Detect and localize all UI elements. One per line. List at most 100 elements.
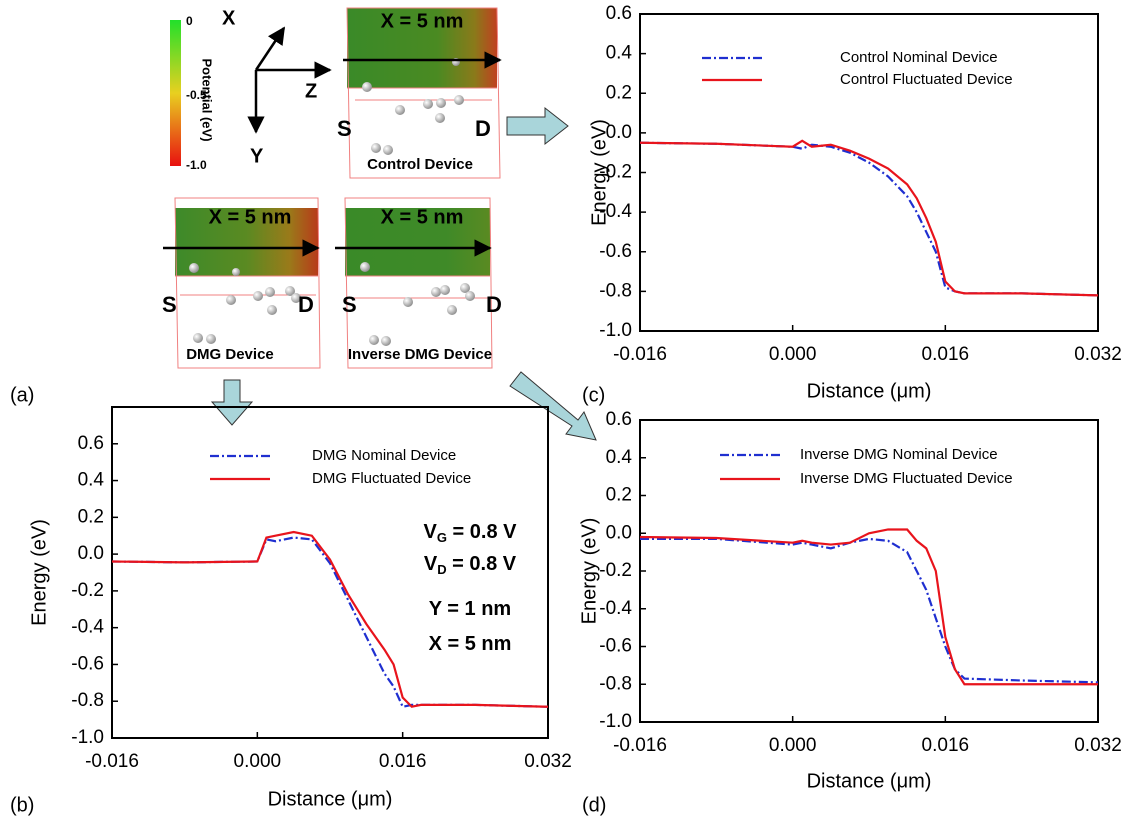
x-tick-label: 0.000 bbox=[234, 751, 282, 772]
annotation-part: X = 5 nm bbox=[429, 633, 512, 655]
axes-glyph bbox=[247, 26, 332, 134]
drain-label: D bbox=[298, 292, 314, 317]
plot-frame bbox=[639, 419, 1099, 723]
annotation: Y = 1 nm bbox=[429, 598, 511, 620]
x-axis-title: Distance (μm) bbox=[807, 770, 932, 792]
annotation: VD = 0.8 V bbox=[424, 553, 517, 577]
x-tick-label: 0.000 bbox=[769, 344, 817, 365]
colorbar-tick: -1.0 bbox=[186, 158, 207, 172]
x-tick-label: 0.000 bbox=[769, 735, 817, 756]
plot-frame bbox=[639, 13, 1099, 332]
colorbar-tick: -0.5 bbox=[186, 88, 207, 102]
annotation-subscript: G bbox=[437, 530, 447, 545]
y-tick-label: -0.8 bbox=[71, 690, 104, 711]
y-axis-title: Energy (eV) bbox=[578, 518, 600, 625]
y-tick-label: -0.6 bbox=[71, 653, 104, 674]
annotation-part: = 0.8 V bbox=[447, 521, 517, 543]
drain-label: D bbox=[475, 116, 491, 141]
annotation-part: V bbox=[424, 521, 438, 543]
y-tick-label: -0.2 bbox=[71, 580, 104, 601]
y-tick-label: -1.0 bbox=[599, 711, 632, 732]
legend-label: Inverse DMG Fluctuated Device bbox=[800, 470, 1013, 487]
panel-label: (d) bbox=[582, 794, 606, 816]
source-label: S bbox=[337, 116, 352, 141]
axis-glyph-label: X bbox=[222, 7, 236, 29]
panel-label: (b) bbox=[10, 794, 34, 816]
annotation-part: V bbox=[424, 553, 438, 575]
series-line bbox=[639, 528, 1098, 686]
plot-frame bbox=[111, 406, 549, 739]
panel-label: (c) bbox=[582, 384, 605, 406]
y-tick-label: 0.6 bbox=[606, 409, 632, 430]
cut-label: X = 5 nm bbox=[381, 206, 464, 228]
y-tick-label: -0.6 bbox=[599, 241, 632, 262]
x-tick-label: 0.032 bbox=[524, 751, 572, 772]
x-tick-label: 0.016 bbox=[922, 344, 970, 365]
annotation-subscript: D bbox=[437, 562, 446, 577]
y-tick-label: 0.2 bbox=[78, 506, 104, 527]
y-tick-label: 0.0 bbox=[606, 122, 632, 143]
x-tick-label: -0.016 bbox=[613, 344, 667, 365]
y-tick-label: -0.8 bbox=[599, 280, 632, 301]
y-tick-label: -0.2 bbox=[599, 560, 632, 581]
device-control bbox=[343, 7, 502, 179]
y-tick-label: -0.8 bbox=[599, 673, 632, 694]
panel-label: (a) bbox=[10, 384, 34, 406]
y-tick-label: 0.4 bbox=[78, 470, 105, 491]
legend-label: Inverse DMG Nominal Device bbox=[800, 446, 998, 463]
y-tick-label: 0.4 bbox=[606, 43, 633, 64]
axis-glyph-label: Y bbox=[250, 145, 264, 167]
x-axis-title: Distance (μm) bbox=[807, 380, 932, 402]
y-tick-label: -0.4 bbox=[599, 201, 632, 222]
y-tick-label: 0.6 bbox=[78, 433, 104, 454]
x-tick-label: -0.016 bbox=[85, 751, 139, 772]
y-tick-label: -1.0 bbox=[599, 320, 632, 341]
colorbar-title: Potential (eV) bbox=[200, 58, 215, 141]
axis-glyph-label: Z bbox=[305, 80, 317, 102]
legend-label: Control Nominal Device bbox=[840, 49, 998, 66]
device-name: DMG Device bbox=[186, 346, 274, 363]
y-tick-label: -0.2 bbox=[599, 162, 632, 183]
source-label: S bbox=[342, 292, 357, 317]
x-tick-label: 0.016 bbox=[922, 735, 970, 756]
device-name: Control Device bbox=[367, 156, 473, 173]
y-tick-label: 0.6 bbox=[606, 3, 632, 24]
drain-label: D bbox=[486, 292, 502, 317]
device-name: Inverse DMG Device bbox=[348, 346, 492, 363]
colorbar-tick: 0 bbox=[186, 14, 193, 28]
y-tick-label: -0.6 bbox=[599, 636, 632, 657]
source-label: S bbox=[162, 292, 177, 317]
legend-label: Control Fluctuated Device bbox=[840, 71, 1013, 88]
legend-label: DMG Nominal Device bbox=[312, 447, 456, 464]
y-axis-title: Energy (eV) bbox=[28, 519, 50, 626]
series-line bbox=[639, 139, 1099, 297]
x-tick-label: -0.016 bbox=[613, 735, 667, 756]
device-dmg bbox=[163, 197, 321, 369]
annotation-part: = 0.8 V bbox=[447, 553, 517, 575]
x-tick-label: 0.032 bbox=[1074, 344, 1122, 365]
x-axis-title: Distance (μm) bbox=[268, 788, 393, 810]
y-tick-label: -0.4 bbox=[599, 598, 632, 619]
series-line bbox=[639, 141, 1099, 297]
y-tick-label: 0.4 bbox=[606, 447, 633, 468]
y-tick-label: 0.2 bbox=[606, 485, 632, 506]
x-tick-label: 0.032 bbox=[1074, 735, 1122, 756]
cut-label: X = 5 nm bbox=[209, 206, 292, 228]
y-tick-label: 0.0 bbox=[606, 522, 632, 543]
annotation-part: Y = 1 nm bbox=[429, 598, 511, 620]
y-tick-label: -1.0 bbox=[71, 727, 104, 748]
legend-label: DMG Fluctuated Device bbox=[312, 470, 471, 487]
y-tick-label: -0.4 bbox=[71, 617, 104, 638]
y-tick-label: 0.2 bbox=[606, 82, 632, 103]
annotation: VG = 0.8 V bbox=[424, 521, 518, 545]
series-line bbox=[640, 537, 1099, 684]
flow-arrow bbox=[210, 106, 597, 441]
colorbar bbox=[170, 20, 181, 166]
device-inverse-dmg bbox=[335, 197, 493, 369]
y-axis-title: Energy (eV) bbox=[588, 119, 610, 226]
y-tick-label: 0.0 bbox=[78, 543, 104, 564]
annotation: X = 5 nm bbox=[429, 633, 512, 655]
series-line bbox=[111, 530, 549, 708]
cut-label: X = 5 nm bbox=[381, 10, 464, 32]
